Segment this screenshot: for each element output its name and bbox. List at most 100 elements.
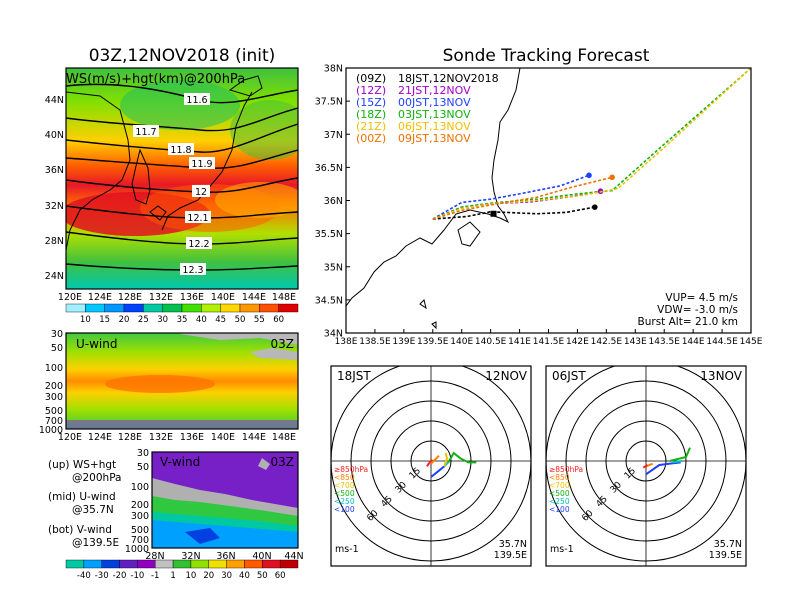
lon-tick: 144E — [242, 432, 266, 443]
colorbar-label: 45 — [215, 315, 226, 325]
pressure-legend-item: <250 — [334, 497, 355, 506]
track-line — [432, 68, 751, 220]
colorbar-label: 30 — [221, 571, 232, 581]
map-lat-tick: 40N — [45, 130, 64, 141]
colorbar-swatch — [85, 303, 105, 313]
contour-label: 12 — [195, 187, 207, 198]
colorbar-swatch — [190, 559, 209, 569]
u-wind-label: U-wind — [76, 337, 117, 351]
map-lon-tick: 144E — [242, 292, 266, 303]
lat-tick: 37N — [324, 130, 343, 141]
legend-line: (bot) V-wind — [48, 524, 112, 536]
hodograph-trace — [669, 447, 691, 462]
hodograph-date: 13NOV — [700, 369, 742, 383]
colorbar-label: 35 — [177, 315, 188, 325]
p-tick: 200 — [131, 500, 149, 511]
pressure-legend-item: ≥850hPa — [549, 465, 583, 474]
lon-tick: 128E — [118, 432, 142, 443]
lon-tick: 141E — [508, 337, 531, 347]
map-lat-tick: 44N — [45, 95, 64, 106]
p-tick: 500 — [131, 525, 149, 536]
track-line — [432, 206, 595, 220]
p-tick: 100 — [131, 482, 149, 493]
hodograph-unit: ms-1 — [550, 544, 574, 555]
lat-tick: 40N — [252, 551, 271, 562]
burst-param: Burst Alt= 21.0 km — [638, 316, 738, 328]
lon-tick: 138E — [335, 337, 358, 347]
colorbar-swatch — [278, 303, 299, 313]
lat-tick: 38N — [324, 64, 343, 75]
colorbar-swatch — [101, 559, 120, 569]
map-lat-ticks: 44N 40N 36N 32N 28N 24N — [45, 95, 64, 282]
landing-point — [591, 204, 598, 210]
lon-tick: 140E — [450, 337, 473, 347]
p-tick: 500 — [45, 406, 63, 417]
colorbar-label: 20 — [119, 315, 130, 325]
lat-tick: 35N — [324, 262, 343, 273]
track-lines — [432, 68, 751, 220]
lon-tick: 132E — [149, 432, 173, 443]
colorbar-swatch — [259, 303, 279, 313]
colorbar-swatch — [172, 559, 192, 569]
track-map — [346, 68, 751, 333]
map-lon-tick: 148E — [272, 292, 296, 303]
colorbar-swatch — [83, 559, 102, 569]
v-wind-frame — [151, 451, 299, 549]
lon-tick: 124E — [88, 432, 112, 443]
track-line — [432, 68, 751, 220]
p-tick: 30 — [137, 448, 149, 459]
map-lon-tick: 140E — [211, 292, 235, 303]
colorbar-label: -40 — [77, 571, 91, 581]
hodograph-unit: ms-1 — [335, 544, 359, 555]
hodograph-trace — [447, 451, 477, 464]
pressure-legend-item: <850 — [549, 473, 570, 482]
launch-site-marker — [490, 210, 497, 217]
u-wind-frame — [65, 332, 299, 430]
colorbar-swatch — [279, 559, 299, 569]
legend-line: (mid) U-wind — [48, 491, 116, 503]
legend-utc: (18Z) — [356, 108, 386, 121]
hodograph-lon: 139.5E — [709, 550, 742, 561]
track-legend: (09Z) 18JST,12NOV2018 (12Z) 21JST,12NOV (15Z… — [356, 72, 499, 145]
pressure-legend-item: <850 — [334, 473, 355, 482]
p-tick: 200 — [45, 381, 63, 392]
p-tick: 700 — [45, 416, 63, 427]
map-lon-tick: 136E — [180, 292, 204, 303]
legend-jst: 03JST,13NOV — [398, 108, 471, 121]
map-lat-tick: 28N — [45, 236, 64, 247]
lon-tick: 120E — [58, 432, 82, 443]
lat-tick: 37.5N — [315, 97, 343, 108]
map-lon-ticks: 120E 124E 128E 132E 136E 140E 144E 148E — [58, 292, 296, 303]
colorbar-swatch — [119, 559, 138, 569]
lon-tick: 143.5E — [648, 337, 680, 347]
v-wind-lat-ticks: 28N 32N 36N 40N 44N — [145, 551, 303, 562]
map-lon-tick: 124E — [88, 292, 112, 303]
ws-map-frame — [65, 67, 299, 290]
lat-tick: 35.5N — [315, 229, 343, 240]
colorbar-label: 40 — [239, 571, 250, 581]
panel-legend: (up) WS+hgt @200hPa (mid) U-wind @35.7N … — [48, 459, 122, 549]
hodograph-trace — [642, 464, 648, 469]
vup-param: VUP= 4.5 m/s — [665, 292, 738, 304]
legend-jst: 18JST,12NOV2018 — [398, 72, 499, 85]
colorbar-swatch — [181, 303, 202, 313]
left-map-label: WS(m/s)+hgt(km)@200hPa — [66, 72, 245, 87]
p-tick: 300 — [131, 511, 149, 522]
landing-point — [586, 172, 592, 179]
colorbar-swatch — [143, 303, 163, 313]
lat-tick: 28N — [145, 551, 164, 562]
pressure-legend-item: <100 — [334, 505, 355, 514]
v-wind-p-ticks: 30 50 100 200 300 500 700 1000 — [125, 448, 149, 555]
wind-colorbar: -40 -30 -20 -10 -1 1 10 20 30 40 50 60 — [65, 559, 299, 581]
map-lat-tick: 24N — [45, 271, 64, 282]
p-tick: 30 — [51, 329, 63, 340]
pressure-legend-item: ≥850hPa — [334, 465, 368, 474]
landing-point — [609, 174, 615, 181]
track-line — [432, 176, 613, 220]
colorbar-swatch — [244, 559, 263, 569]
contour-label: 11.6 — [186, 95, 207, 106]
legend-line: @35.7N — [72, 504, 114, 516]
lat-tick: 34N — [324, 329, 343, 340]
